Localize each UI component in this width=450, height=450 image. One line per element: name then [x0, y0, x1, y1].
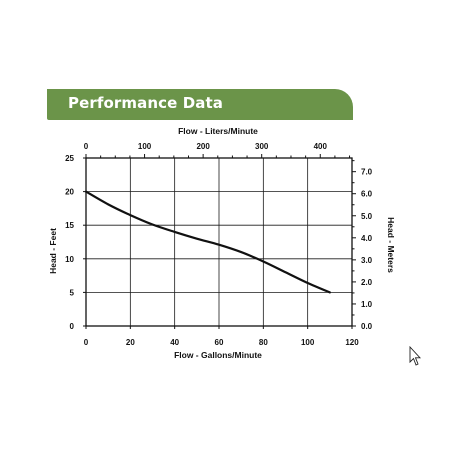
y2-tick-label: 1.0	[361, 300, 373, 309]
y-tick-label: 15	[65, 221, 74, 230]
chart-tick-labels: 0 20 40 60 80 100 120 0 5 10 15 20 25 0 100 200 300 400 0.…	[65, 142, 373, 347]
x-tick-label: 120	[345, 338, 359, 347]
y2-tick-label: 5.0	[361, 212, 373, 221]
x2-tick-label: 300	[255, 142, 269, 151]
mouse-cursor-icon	[409, 346, 421, 366]
y-tick-label: 0	[70, 322, 75, 331]
x2-axis-title: Flow - Liters/Minute	[178, 126, 258, 136]
y-tick-label: 25	[65, 154, 74, 163]
x2-tick-label: 200	[196, 142, 210, 151]
y2-axis-title: Head - Meters	[386, 217, 396, 273]
x2-tick-label: 0	[84, 142, 89, 151]
chart-series	[84, 190, 331, 294]
y-tick-label: 20	[65, 188, 74, 197]
y2-tick-label: 2.0	[361, 278, 373, 287]
x-tick-label: 40	[170, 338, 179, 347]
chart-ticks	[83, 154, 356, 329]
y2-tick-label: 0.0	[361, 322, 373, 331]
y2-tick-label: 3.0	[361, 256, 373, 265]
x-axis-title: Flow - Gallons/Minute	[174, 350, 262, 360]
x2-tick-label: 400	[314, 142, 328, 151]
x-tick-label: 0	[84, 338, 89, 347]
y2-tick-label: 6.0	[361, 190, 373, 199]
y-tick-label: 10	[65, 255, 74, 264]
y-tick-label: 5	[70, 288, 75, 297]
x-tick-label: 100	[301, 338, 315, 347]
y2-tick-label: 7.0	[361, 168, 373, 177]
x-tick-label: 60	[215, 338, 224, 347]
y-axis-title: Head - Feet	[48, 228, 58, 274]
pump-curve-line	[84, 190, 331, 294]
x2-tick-label: 100	[138, 142, 152, 151]
chart-grid	[86, 158, 352, 326]
section-banner: Performance Data	[47, 89, 353, 120]
x-tick-label: 80	[259, 338, 268, 347]
section-title: Performance Data	[68, 94, 223, 112]
y2-tick-label: 4.0	[361, 234, 373, 243]
x-tick-label: 20	[126, 338, 135, 347]
